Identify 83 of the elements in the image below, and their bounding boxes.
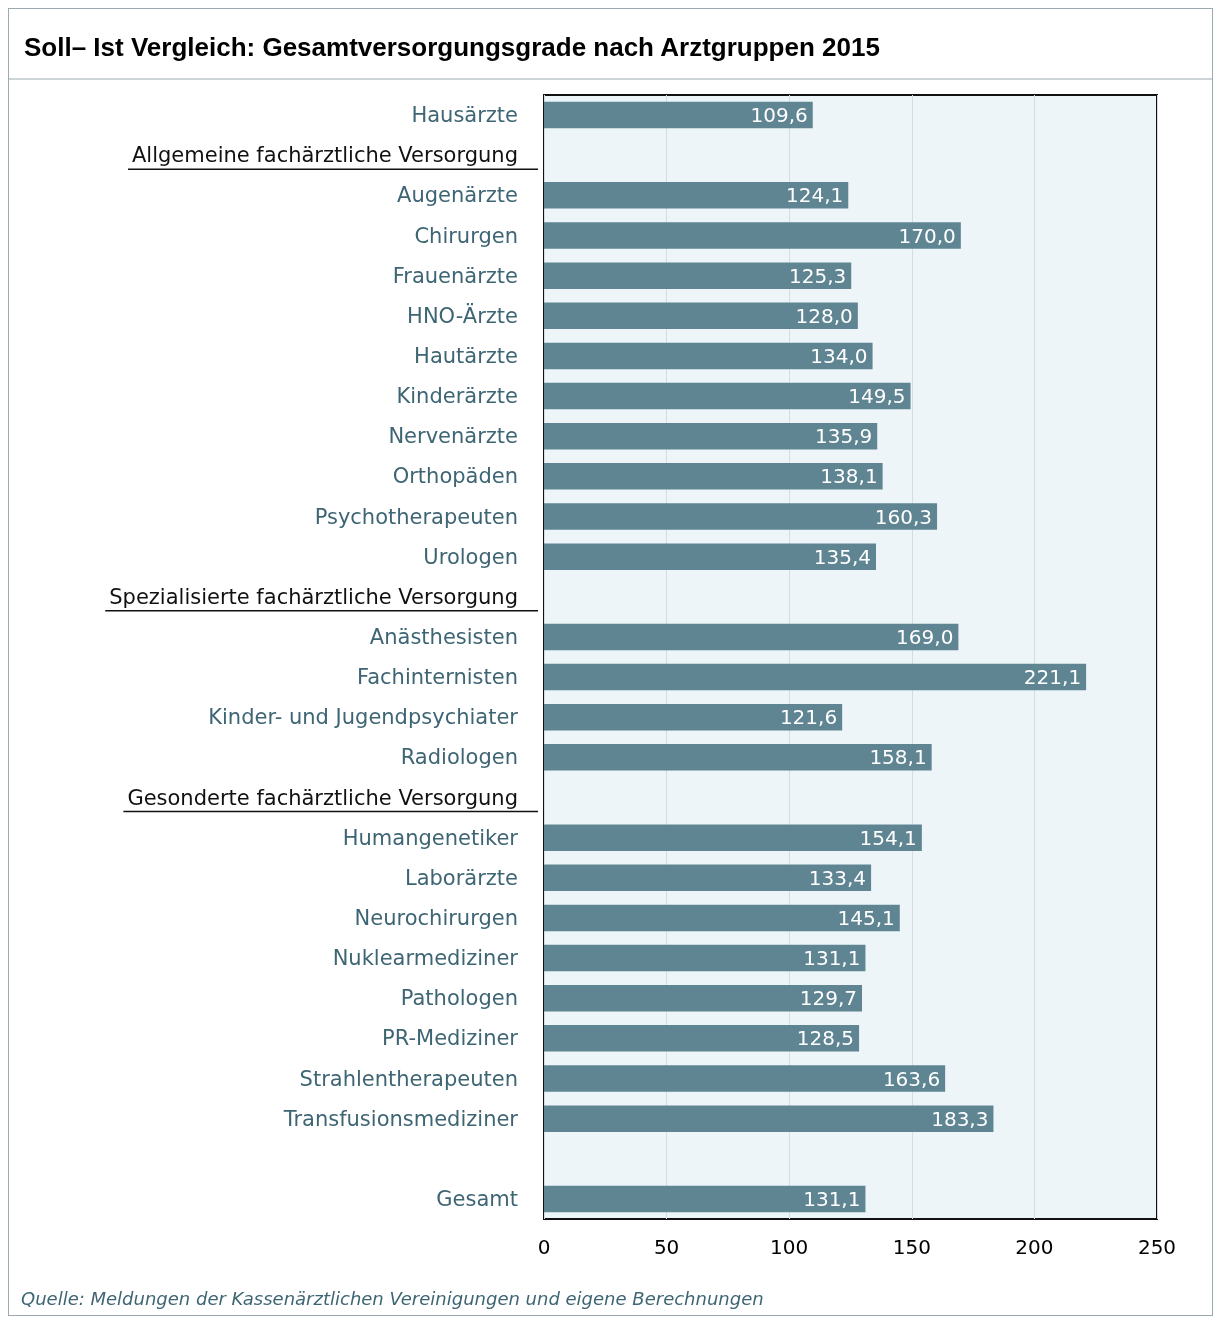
bar <box>544 864 872 892</box>
data-label: 138,1 <box>820 464 878 489</box>
data-label: 128,0 <box>795 303 853 328</box>
y-tick-label: Anästhesisten <box>369 624 518 649</box>
data-label: 163,6 <box>882 1066 941 1091</box>
data-label: 160,3 <box>874 504 933 529</box>
bar <box>544 342 873 370</box>
data-label: 183,3 <box>931 1106 989 1131</box>
y-tick-label: Orthopäden <box>392 464 518 489</box>
x-tick-label: 50 <box>653 1235 680 1259</box>
y-tick-label: Kinder- und Jugendpsychiater <box>208 705 519 730</box>
bar <box>544 422 878 450</box>
y-tick-label: Gesamt <box>436 1186 518 1211</box>
data-label: 131,1 <box>803 1186 861 1211</box>
bar <box>544 944 866 972</box>
y-tick-label: Radiologen <box>400 745 518 770</box>
x-tick-label: 250 <box>1137 1235 1177 1259</box>
source-note: Quelle: Meldungen der Kassenärztlichen Vereinigungen und eigene Berechnungen <box>21 1287 764 1309</box>
y-tick-label: Hautärzte <box>414 343 518 368</box>
data-label: 121,6 <box>779 705 838 730</box>
data-label: 133,4 <box>808 865 867 890</box>
data-label: 158,1 <box>869 745 927 770</box>
bar <box>544 101 813 129</box>
y-tick-label: Psychotherapeuten <box>314 504 518 529</box>
data-label: 135,4 <box>813 544 871 569</box>
bar <box>544 463 883 490</box>
bar <box>544 904 900 932</box>
y-tick-label: Nervenärzte <box>388 424 518 449</box>
y-tick-label: Neurochirurgen <box>354 905 518 930</box>
y-tick-label: Urologen <box>423 544 518 569</box>
bar <box>544 262 852 289</box>
y-tick-label: PR-Mediziner <box>382 1026 519 1051</box>
bar <box>544 382 911 410</box>
x-tick-label: 0 <box>537 1235 551 1259</box>
data-label: 131,1 <box>803 946 861 971</box>
y-tick-label: Laborärzte <box>404 865 518 890</box>
data-label: 221,1 <box>1023 665 1082 690</box>
y-tick-label: Kinderärzte <box>396 384 518 409</box>
data-label: 124,1 <box>786 183 844 208</box>
bar <box>544 1025 860 1052</box>
x-tick-label: 150 <box>892 1235 931 1259</box>
y-tick-label: HNO-Ärzte <box>407 302 518 328</box>
data-label: 109,6 <box>750 103 808 128</box>
bar <box>544 984 863 1012</box>
y-tick-label: Humangenetiker <box>342 825 519 850</box>
data-label: 169,0 <box>896 624 954 649</box>
y-tick-label: Augenärzte <box>397 183 518 208</box>
data-label: 170,0 <box>898 223 956 248</box>
data-label: 154,1 <box>859 825 917 850</box>
chart-title: Soll– Ist Vergleich: Gesamtversorgungsgrade nach Arztgruppen 2015 <box>24 32 880 62</box>
bar <box>544 182 849 209</box>
y-tick-label: Hausärzte <box>411 103 518 128</box>
y-tick-label: Pathologen <box>400 986 518 1011</box>
bar <box>544 543 876 570</box>
data-label: 125,3 <box>788 263 847 288</box>
y-tick-label: Gesonderte fachärztliche Versorgung <box>127 785 518 810</box>
data-label: 128,5 <box>796 1026 855 1051</box>
bar <box>544 663 1087 691</box>
x-tick-label: 100 <box>770 1235 809 1259</box>
data-label: 145,1 <box>837 905 895 930</box>
y-tick-label: Frauenärzte <box>392 263 518 288</box>
bar <box>544 302 858 330</box>
y-tick-label: Spezialisierte fachärztliche Versorgung <box>109 584 518 609</box>
bar <box>544 1185 866 1213</box>
y-tick-label: Transfusionsmediziner <box>282 1106 519 1131</box>
bar <box>544 1105 994 1132</box>
bar <box>544 1065 946 1092</box>
data-label: 134,0 <box>810 343 868 368</box>
x-tick-label: 200 <box>1015 1235 1054 1259</box>
bar <box>544 703 843 731</box>
bar <box>544 824 922 851</box>
bar <box>544 503 938 530</box>
bar <box>544 744 932 771</box>
y-tick-label: Strahlentherapeuten <box>299 1066 518 1091</box>
y-tick-label: Fachinternisten <box>357 665 518 690</box>
data-label: 129,7 <box>799 986 858 1011</box>
data-label: 149,5 <box>848 384 906 409</box>
y-tick-label: Nuklearmediziner <box>332 946 519 971</box>
bar <box>544 623 959 651</box>
y-tick-label: Chirurgen <box>414 223 518 248</box>
data-label: 135,9 <box>814 424 873 449</box>
y-tick-label: Allgemeine fachärztliche Versorgung <box>131 143 518 168</box>
bar <box>544 222 961 249</box>
